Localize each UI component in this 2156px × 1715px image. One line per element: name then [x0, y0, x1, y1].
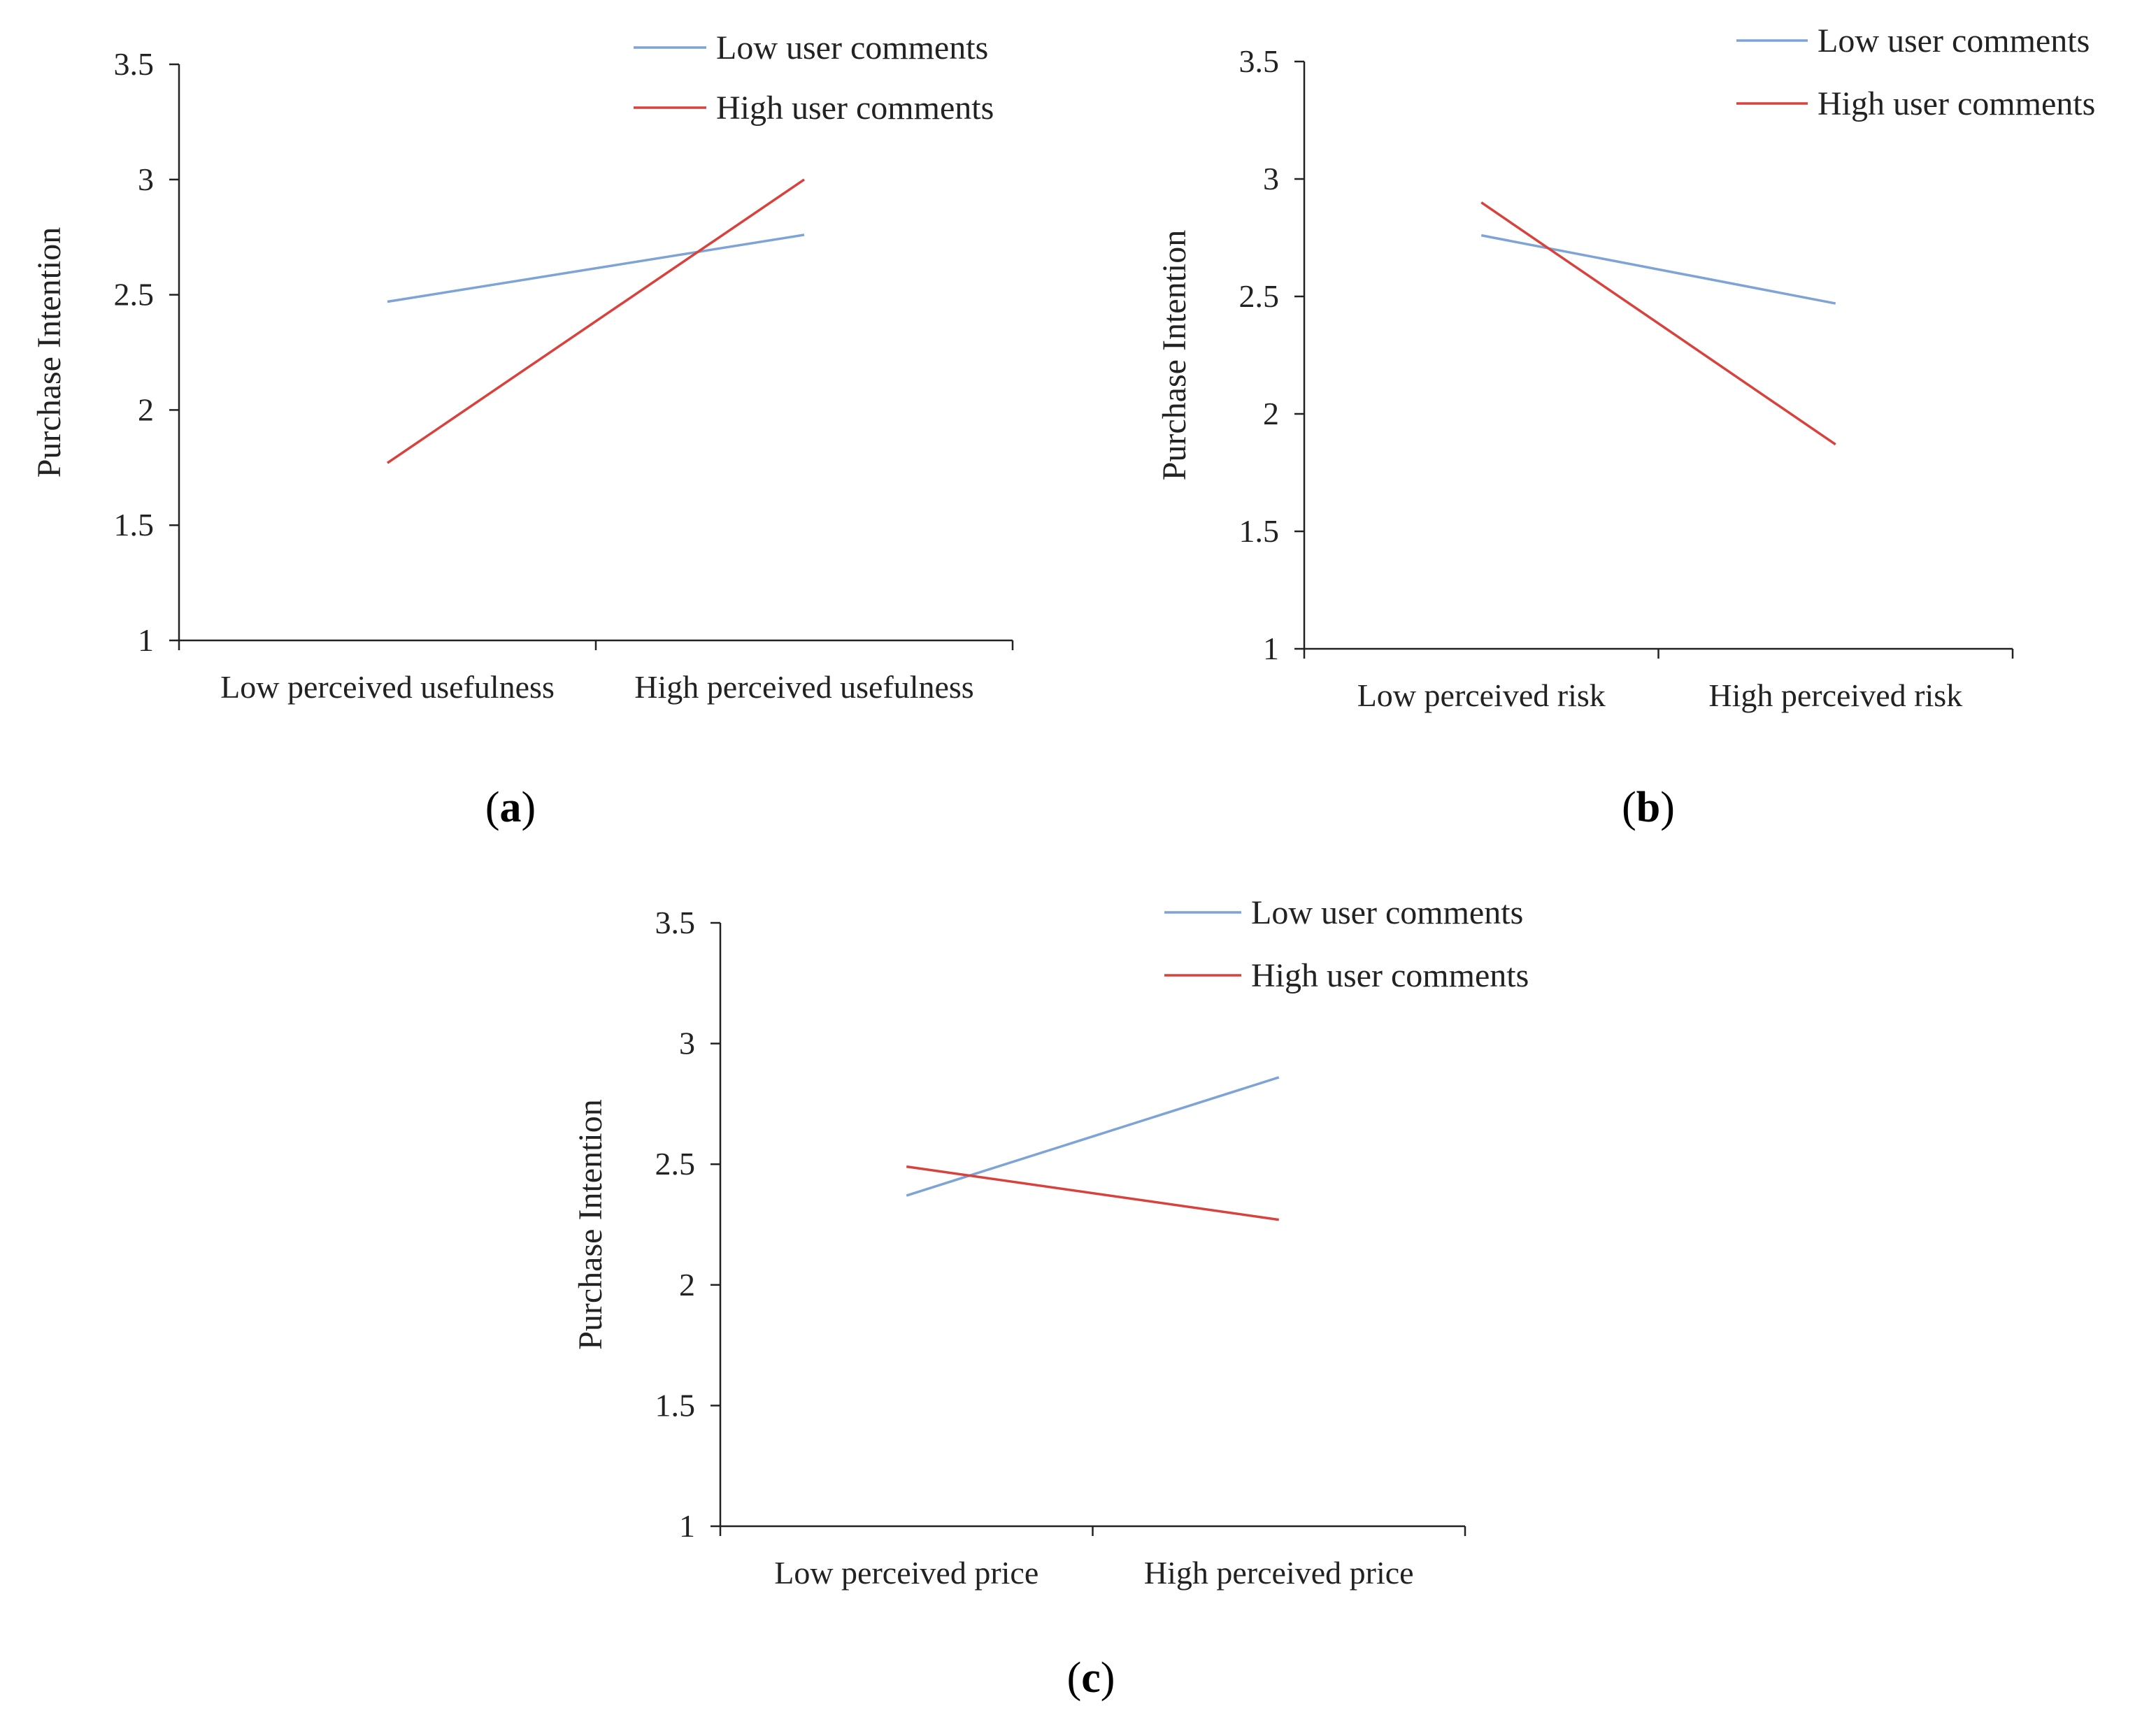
- y-tick-label: 3: [1263, 161, 1279, 196]
- legend-label: Low user comments: [1818, 22, 2090, 59]
- legend-label: High user comments: [1818, 85, 2095, 122]
- series-line-low-user-comments: [387, 234, 805, 303]
- legend-label: High user comments: [716, 89, 994, 127]
- y-tick-label: 1: [1263, 631, 1279, 666]
- chart-panel-b: 1 1.5 2 2.5 3 3.5 Low perceived risk High perce…: [1156, 22, 2095, 831]
- y-axis-title: Purchase Intention: [1156, 230, 1193, 481]
- series-line-high-user-comments: [387, 178, 805, 464]
- y-axis-title: Purchase Intention: [572, 1099, 609, 1350]
- y-tick-label: 2: [679, 1267, 695, 1303]
- y-tick-label: 3.5: [1239, 43, 1280, 79]
- y-tick-label: 1.5: [655, 1387, 696, 1423]
- chart-panel-c: 1 1.5 2 2.5 3 3.5 Low perceived price High perc…: [572, 894, 1529, 1702]
- chart-panel-a: 1 1.5 2 2.5 3 3.5 Low perceived usefulness High…: [31, 29, 1014, 831]
- x-tick-label: Low perceived usefulness: [220, 669, 555, 705]
- series-line-low-user-comments: [906, 1076, 1280, 1197]
- x-tick-label: Low perceived price: [774, 1555, 1038, 1591]
- legend-label: Low user comments: [1251, 894, 1523, 931]
- series-line-low-user-comments: [1480, 234, 1836, 305]
- y-tick-label: 2: [1263, 396, 1279, 431]
- y-tick-label: 3.5: [114, 46, 155, 82]
- legend-label: High user comments: [1251, 957, 1529, 994]
- panel-caption: (a): [485, 784, 536, 831]
- y-axis-title: Purchase Intention: [31, 227, 68, 478]
- y-tick-label: 3.5: [655, 905, 696, 940]
- x-tick-label: Low perceived risk: [1357, 677, 1606, 713]
- y-tick-label: 2.5: [655, 1146, 696, 1182]
- series-line-high-user-comments: [906, 1165, 1279, 1221]
- legend-label: Low user comments: [716, 29, 988, 66]
- y-tick-label: 1: [138, 622, 154, 658]
- panel-caption: (c): [1067, 1654, 1115, 1702]
- x-tick-label: High perceived price: [1144, 1555, 1414, 1591]
- y-tick-label: 1.5: [114, 507, 155, 543]
- y-tick-label: 1.5: [1239, 513, 1280, 549]
- y-tick-label: 2.5: [1239, 278, 1280, 314]
- y-tick-label: 2: [138, 392, 154, 427]
- y-tick-label: 3: [679, 1026, 695, 1061]
- x-tick-label: High perceived usefulness: [634, 669, 973, 705]
- y-tick-label: 1: [679, 1508, 695, 1544]
- y-tick-label: 3: [138, 162, 154, 197]
- y-tick-label: 2.5: [114, 277, 155, 313]
- x-tick-label: High perceived risk: [1708, 677, 1962, 713]
- series-line-high-user-comments: [1480, 201, 1836, 446]
- panel-caption: (b): [1622, 784, 1675, 831]
